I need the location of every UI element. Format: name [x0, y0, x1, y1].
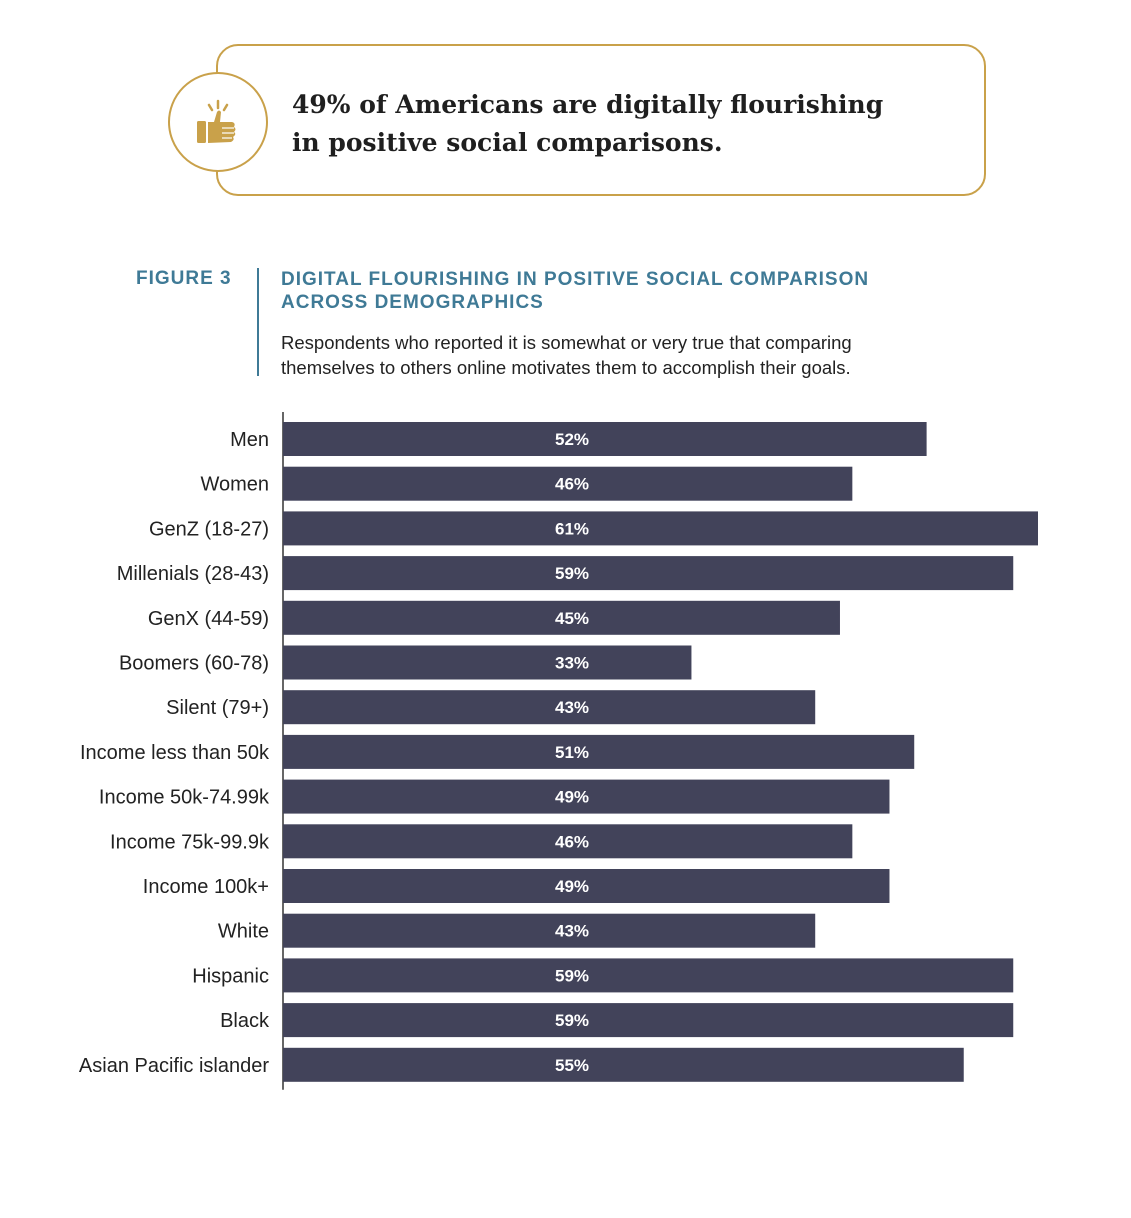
bar	[283, 422, 927, 456]
bar	[283, 958, 1014, 993]
bar	[283, 645, 692, 680]
figure-title-line-2: ACROSS DEMOGRAPHICS	[281, 292, 544, 313]
figure-title-line-1: DIGITAL FLOURISHING IN POSITIVE SOCIAL C…	[281, 269, 870, 290]
figure-divider	[257, 268, 259, 376]
category-label: Asian Pacific islander	[79, 1055, 269, 1077]
category-label: Black	[220, 1010, 270, 1032]
bar	[283, 556, 1014, 591]
category-label: Boomers (60-78)	[119, 653, 269, 675]
value-label: 46%	[555, 832, 589, 851]
value-label: 49%	[555, 788, 589, 807]
callout-line-2: in positive social comparisons.	[292, 128, 723, 157]
bar	[283, 690, 816, 725]
figure-subtitle: Respondents who reported it is somewhat …	[281, 330, 1041, 380]
bar	[283, 913, 816, 948]
bar	[283, 1047, 964, 1082]
bar-chart: Men 52% Women 46% GenZ (18-27) 61% Millenials …	[79, 412, 1038, 1090]
thumbs-up-icon	[197, 99, 236, 143]
callout-headline: 49% of Americans are digitally flourishi…	[292, 86, 952, 162]
category-label: Income less than 50k	[80, 742, 270, 764]
category-label: GenX (44-59)	[148, 608, 269, 630]
figure-subtitle-line-2: themselves to others online motivates th…	[281, 357, 851, 378]
bar	[283, 1003, 1014, 1038]
callout-box	[216, 44, 986, 196]
category-label: Men	[230, 429, 269, 451]
category-label: GenZ (18-27)	[149, 518, 269, 540]
value-label: 59%	[555, 564, 589, 583]
value-label: 61%	[555, 519, 589, 538]
value-label: 45%	[555, 609, 589, 628]
category-label: Income 50k-74.99k	[99, 787, 270, 809]
category-label: Women	[200, 474, 269, 496]
value-label: 49%	[555, 877, 589, 896]
value-label: 51%	[555, 743, 589, 762]
bar	[283, 734, 915, 769]
category-label: White	[218, 921, 269, 943]
value-label: 46%	[555, 475, 589, 494]
bar	[283, 600, 840, 635]
bar	[283, 779, 890, 814]
value-label: 52%	[555, 430, 589, 449]
category-label: Hispanic	[192, 965, 269, 987]
figure-subtitle-line-1: Respondents who reported it is somewhat …	[281, 332, 852, 353]
figure-title: DIGITAL FLOURISHING IN POSITIVE SOCIAL C…	[281, 268, 981, 314]
value-label: 43%	[555, 922, 589, 941]
callout-line-1: 49% of Americans are digitally flourishi…	[292, 90, 884, 119]
bar	[283, 511, 1038, 546]
value-label: 43%	[555, 698, 589, 717]
category-label: Silent (79+)	[166, 697, 269, 719]
category-label: Income 75k-99.9k	[110, 831, 270, 853]
figure-label: FIGURE 3	[136, 268, 232, 289]
value-label: 59%	[555, 1011, 589, 1030]
bar	[283, 466, 853, 501]
value-label: 33%	[555, 654, 589, 673]
value-label: 59%	[555, 966, 589, 985]
category-label: Millenials (28-43)	[117, 563, 269, 585]
value-label: 55%	[555, 1056, 589, 1075]
bar	[283, 824, 853, 859]
callout-icon-circle	[168, 72, 268, 172]
bar	[283, 869, 890, 903]
category-label: Income 100k+	[143, 876, 269, 898]
